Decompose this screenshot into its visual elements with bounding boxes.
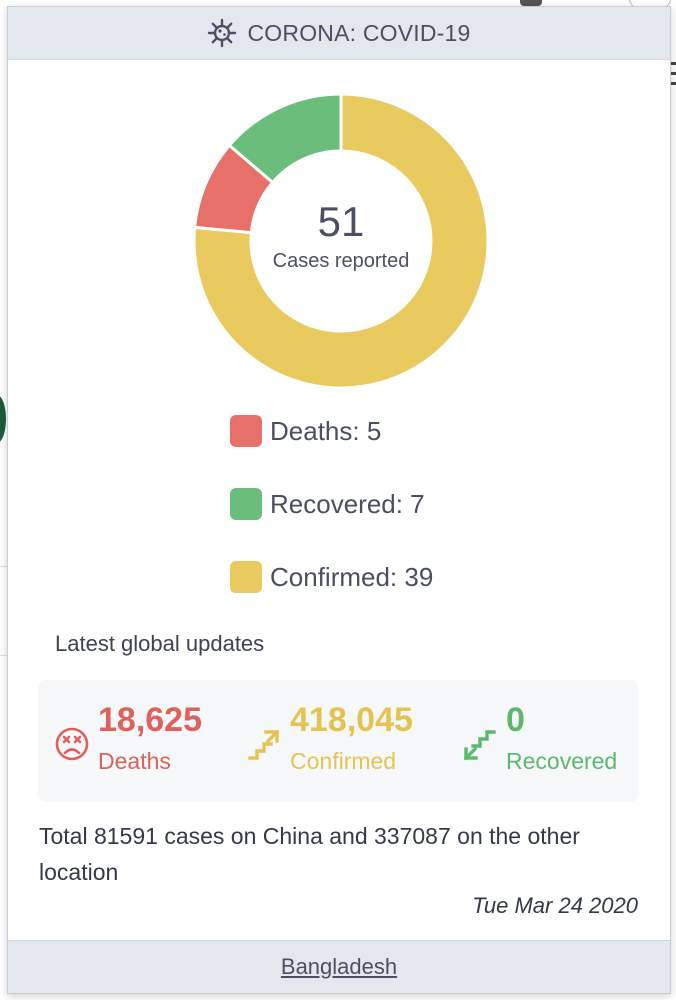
stat-recovered: 0 Recovered [462, 700, 617, 775]
popup-header: CORONA: COVID-19 [8, 7, 670, 60]
stat-confirmed-value: 418,045 [290, 701, 413, 739]
stat-recovered-label: Recovered [506, 748, 618, 774]
stairs-up-icon [248, 729, 280, 760]
background-menu-bar [668, 62, 676, 65]
legend-label-recovered: Recovered: 7 [270, 488, 425, 519]
stat-deaths-value: 18,625 [98, 701, 202, 739]
legend-label-deaths: Deaths: 5 [270, 415, 382, 446]
update-date: Tue Mar 24 2020 [472, 893, 638, 918]
legend-swatch-confirmed [230, 561, 262, 593]
background-menu-bar [668, 82, 676, 85]
virus-icon [208, 18, 237, 48]
donut-slice-confirmed[interactable] [192, 92, 490, 390]
cases-donut-chart: 51 Cases reported [191, 91, 491, 391]
donut-svg [192, 92, 490, 390]
legend-item-confirmed[interactable]: Confirmed: 39 [230, 557, 433, 597]
popup-title: CORONA: COVID-19 [247, 19, 471, 46]
global-stats-card: 18,625 Deaths 418,045 Confirmed [38, 680, 639, 802]
chart-legend: Deaths: 5 Recovered: 7 Confirmed: 39 [230, 411, 433, 630]
covid-popup: CORONA: COVID-19 51 Cases reported Death… [7, 6, 671, 994]
donut-center: 51 Cases reported [191, 91, 491, 391]
stat-recovered-value: 0 [506, 701, 525, 739]
global-updates-title: Latest global updates [55, 631, 265, 656]
donut-total: 51 [317, 197, 365, 245]
background-divider [0, 655, 10, 656]
background-menu-bar [668, 72, 676, 75]
stat-deaths: 18,625 Deaths [54, 700, 202, 775]
background-divider [0, 566, 10, 567]
stat-confirmed: 418,045 Confirmed [246, 700, 413, 775]
total-cases-text: Total 81591 cases on China and 337087 on… [39, 823, 580, 885]
stairs-down-icon [463, 730, 496, 761]
legend-swatch-deaths [230, 415, 262, 447]
legend-swatch-recovered [230, 488, 262, 520]
background-tab-chip [520, 0, 542, 6]
stat-deaths-label: Deaths [98, 748, 171, 774]
stat-confirmed-label: Confirmed [290, 748, 397, 774]
donut-caption: Cases reported [272, 249, 410, 272]
legend-label-confirmed: Confirmed: 39 [270, 561, 434, 592]
legend-item-deaths[interactable]: Deaths: 5 [230, 411, 433, 451]
sad-face-icon [55, 727, 89, 761]
background-shape [0, 395, 6, 443]
country-link[interactable]: Bangladesh [280, 954, 398, 979]
legend-item-recovered[interactable]: Recovered: 7 [230, 484, 433, 524]
popup-footer: Bangladesh [8, 940, 670, 993]
